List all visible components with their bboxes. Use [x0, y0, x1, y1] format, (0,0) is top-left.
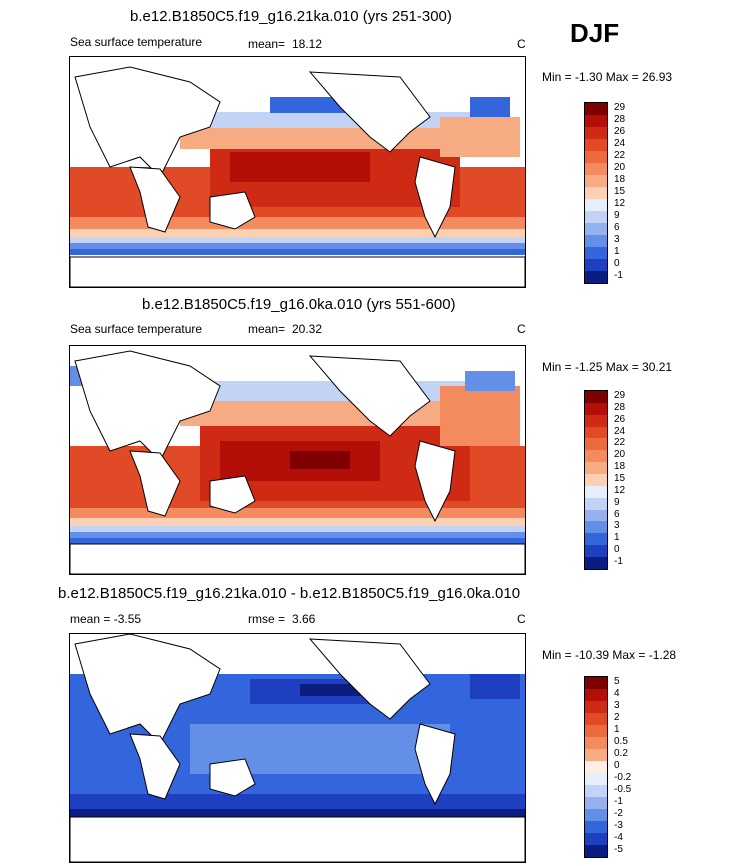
colorbar-tick-label: -1 [614, 556, 623, 568]
colorbar-tick-label: 0 [614, 760, 620, 771]
colorbar-tick-label: 18 [614, 174, 626, 185]
colorbar-tick-label: -1 [614, 270, 623, 281]
colorbar-tick-label: -0.2 [614, 772, 632, 783]
panel2-stat-value: 20.32 [292, 322, 323, 336]
colorbar-tick-label: 0.2 [614, 748, 628, 759]
panel2-colorbar [584, 390, 608, 570]
colorbar-tick-label: 3 [614, 700, 620, 711]
colorbar-tick-label: -3 [614, 820, 623, 831]
panel2-left-label: Sea surface temperature [70, 322, 203, 336]
colorbar-tick-label: 1 [614, 532, 620, 544]
panel2-unit: C [517, 322, 526, 336]
colorbar-tick-label: 4 [614, 688, 620, 699]
panel2-title: b.e12.B1850C5.f19_g16.0ka.010 (yrs 551-6… [142, 296, 456, 313]
panel3-map-svg [70, 634, 525, 862]
panel3-colorbar [584, 676, 608, 858]
season-label: DJF [570, 18, 620, 48]
panel3-title: b.e12.B1850C5.f19_g16.21ka.010 - b.e12.B… [58, 585, 521, 602]
colorbar-tick-label: 12 [614, 484, 626, 496]
colorbar-tick-label: 22 [614, 150, 626, 161]
colorbar-tick-label: 22 [614, 437, 626, 449]
colorbar-tick-label: 0.5 [614, 736, 628, 747]
colorbar-tick-label: 0 [614, 258, 620, 269]
colorbar-tick-label: -5 [614, 844, 623, 855]
colorbar-tick-label: 1 [614, 724, 620, 735]
colorbar-tick-label: -2 [614, 808, 623, 819]
colorbar-tick-label: 0 [614, 544, 620, 556]
panel3-map [69, 633, 526, 863]
colorbar-tick-label: 28 [614, 114, 626, 125]
colorbar-tick-label: 20 [614, 449, 626, 461]
panel2-stat-label: mean= [248, 322, 286, 336]
colorbar-tick-label: 6 [614, 222, 620, 233]
colorbar-tick-label: 9 [614, 210, 620, 221]
colorbar-tick-label: 29 [614, 389, 626, 401]
colorbar-tick-label: -0.5 [614, 784, 632, 795]
colorbar-tick-label: 15 [614, 186, 626, 197]
colorbar-tick-label: 20 [614, 162, 626, 173]
panel3-unit: C [517, 612, 526, 626]
panel1-stat-label: mean= [248, 37, 286, 51]
colorbar-tick-label: -4 [614, 832, 623, 843]
panel1-colorbar [584, 102, 608, 284]
panel3-left-label: mean = -3.55 [70, 612, 142, 626]
colorbar-tick-label: 9 [614, 496, 620, 508]
colorbar-tick-label: 3 [614, 234, 620, 245]
colorbar-tick-label: 28 [614, 401, 626, 413]
panel1-stat-value: 18.12 [292, 37, 323, 51]
panel3-stat-label: rmse = [248, 612, 286, 626]
panel2-map-svg [70, 346, 525, 574]
colorbar-tick-label: 1 [614, 246, 620, 257]
panel2-range: Min = -1.25 Max = 30.21 [542, 360, 673, 374]
panel3-stat-value: 3.66 [292, 612, 316, 626]
colorbar-tick-label: 6 [614, 508, 620, 520]
colorbar-tick-label: 2 [614, 712, 620, 723]
colorbar-tick-label: 24 [614, 425, 626, 437]
colorbar-tick-label: -1 [614, 796, 623, 807]
colorbar-tick-label: 18 [614, 461, 626, 473]
colorbar-tick-label: 3 [614, 520, 620, 532]
panel2-map [69, 345, 526, 575]
colorbar-tick-label: 26 [614, 126, 626, 137]
panel3-range: Min = -10.39 Max = -1.28 [542, 648, 677, 662]
colorbar-tick-label: 5 [614, 676, 620, 687]
panel1-unit: C [517, 37, 526, 51]
panel1-range: Min = -1.30 Max = 26.93 [542, 70, 673, 84]
panel1-map-svg [70, 57, 525, 287]
colorbar-tick-label: 15 [614, 473, 626, 484]
colorbar-tick-label: 12 [614, 198, 626, 209]
colorbar-tick-label: 29 [614, 102, 626, 113]
panel1-map [69, 56, 526, 288]
panel1-left-label: Sea surface temperature [70, 35, 203, 49]
colorbar-tick-label: 24 [614, 138, 626, 149]
colorbar-tick-label: 26 [614, 413, 626, 425]
panel1-title: b.e12.B1850C5.f19_g16.21ka.010 (yrs 251-… [130, 8, 452, 25]
